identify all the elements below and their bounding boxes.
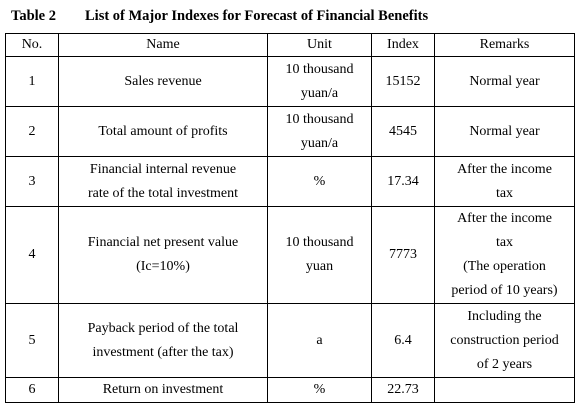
cell-remarks: After the income tax <box>434 156 575 207</box>
cell-remarks: Normal year <box>434 56 575 107</box>
table-row: 1 Sales revenue 10 thousand yuan/a 15152… <box>5 56 575 107</box>
cell-name: Sales revenue <box>58 56 268 107</box>
cell-index: 15152 <box>371 56 435 107</box>
cell-index: 6.4 <box>371 303 435 378</box>
cell-no: 5 <box>5 303 59 378</box>
cell-remarks: Normal year <box>434 106 575 157</box>
header-row: No. Name Unit Index Remarks <box>5 33 575 57</box>
cell-remarks <box>434 377 575 403</box>
cell-index: 17.34 <box>371 156 435 207</box>
financial-indexes-table: No. Name Unit Index Remarks 1 Sales reve… <box>5 33 575 403</box>
cell-index: 22.73 <box>371 377 435 403</box>
cell-index: 4545 <box>371 106 435 157</box>
cell-no: 3 <box>5 156 59 207</box>
table-row: 4 Financial net present value (Ic=10%) 1… <box>5 206 575 304</box>
header-index: Index <box>371 33 435 57</box>
cell-unit: 10 thousand yuan/a <box>267 56 372 107</box>
cell-name: Financial internal revenue rate of the t… <box>58 156 268 207</box>
table-number: Table 2 <box>11 8 56 24</box>
header-remarks: Remarks <box>434 33 575 57</box>
header-no: No. <box>5 33 59 57</box>
table-row: 3 Financial internal revenue rate of the… <box>5 156 575 207</box>
cell-unit: 10 thousand yuan/a <box>267 106 372 157</box>
cell-name: Total amount of profits <box>58 106 268 157</box>
cell-name: Return on investment <box>58 377 268 403</box>
cell-name: Payback period of the total investment (… <box>58 303 268 378</box>
table-row: 6 Return on investment % 22.73 <box>5 377 575 403</box>
table-row: 2 Total amount of profits 10 thousand yu… <box>5 106 575 157</box>
cell-index: 7773 <box>371 206 435 304</box>
cell-no: 4 <box>5 206 59 304</box>
cell-remarks: Including the construction period of 2 y… <box>434 303 575 378</box>
table-row: 5 Payback period of the total investment… <box>5 303 575 378</box>
cell-no: 6 <box>5 377 59 403</box>
header-unit: Unit <box>267 33 372 57</box>
cell-unit: 10 thousand yuan <box>267 206 372 304</box>
cell-remarks: After the income tax (The operation peri… <box>434 206 575 304</box>
cell-no: 1 <box>5 56 59 107</box>
cell-unit: % <box>267 156 372 207</box>
cell-unit: a <box>267 303 372 378</box>
table-caption: Table 2 List of Major Indexes for Forecas… <box>11 5 428 27</box>
cell-name: Financial net present value (Ic=10%) <box>58 206 268 304</box>
cell-no: 2 <box>5 106 59 157</box>
header-name: Name <box>58 33 268 57</box>
table-title: List of Major Indexes for Forecast of Fi… <box>85 8 429 24</box>
cell-unit: % <box>267 377 372 403</box>
